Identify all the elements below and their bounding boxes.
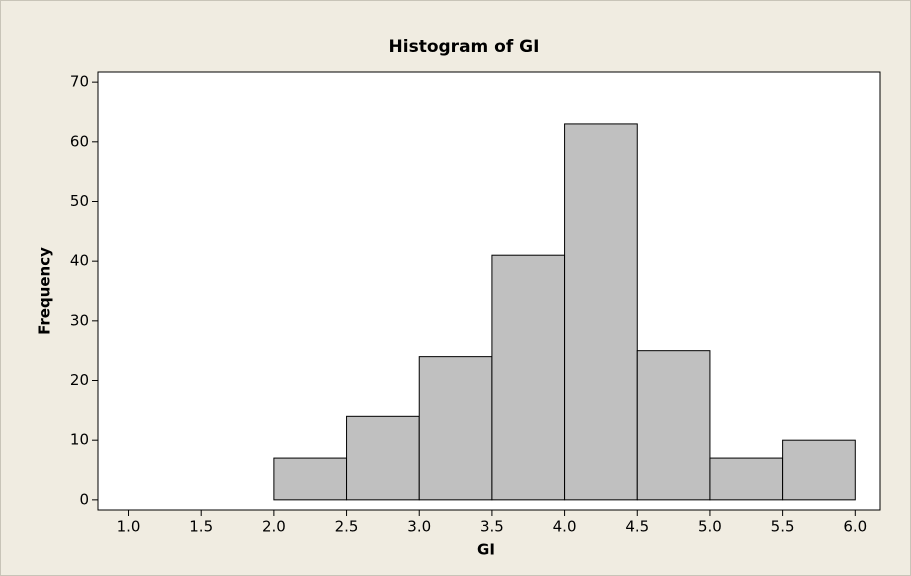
- bar: [491, 254, 566, 501]
- x-tick-label: 2.0: [262, 518, 286, 536]
- y-tick-label: 0: [79, 490, 89, 508]
- y-axis-title: Frequency: [36, 247, 54, 335]
- x-tick-label: 4.5: [625, 518, 649, 536]
- y-tick-label: 20: [70, 371, 89, 389]
- chart-title: Histogram of GI: [389, 37, 540, 57]
- y-tick-label: 60: [70, 132, 89, 150]
- y-tick-label: 70: [70, 73, 89, 91]
- x-tick-label: 3.5: [480, 518, 504, 536]
- bar: [636, 350, 711, 501]
- bar: [418, 356, 493, 501]
- x-axis-title: GI: [477, 541, 495, 559]
- x-tick-label: 3.0: [407, 518, 431, 536]
- x-tick-label: 1.5: [189, 518, 213, 536]
- bar: [346, 415, 420, 501]
- x-tick-label: 1.0: [117, 518, 141, 536]
- x-tick-label: 5.0: [698, 518, 722, 536]
- x-tick-label: 5.5: [771, 518, 795, 536]
- y-tick-label: 30: [70, 311, 89, 329]
- x-tick-label: 4.0: [553, 518, 577, 536]
- y-tick-label: 50: [70, 192, 89, 210]
- x-tick-label: 2.5: [335, 518, 359, 536]
- bar: [709, 457, 784, 501]
- bar: [564, 123, 638, 501]
- x-tick-label: 6.0: [843, 518, 867, 536]
- bar: [782, 439, 856, 501]
- y-tick-label: 40: [70, 252, 89, 270]
- y-tick-label: 10: [70, 431, 89, 449]
- bar: [273, 457, 348, 501]
